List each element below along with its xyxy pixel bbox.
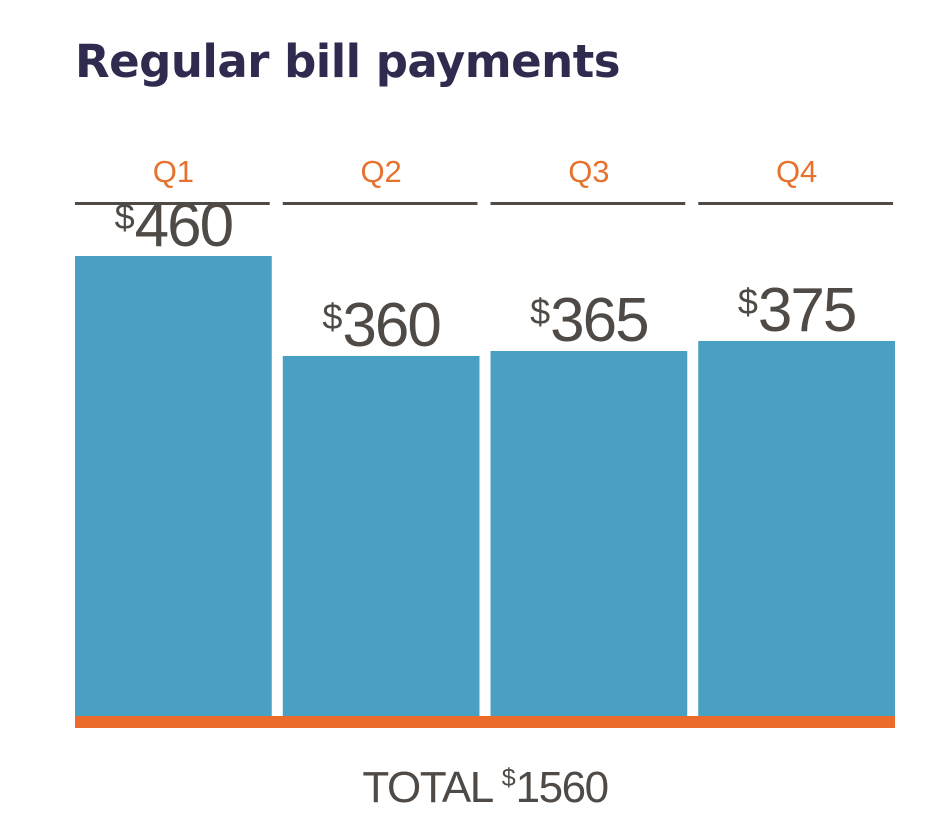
value-number-q2: 360	[342, 291, 440, 360]
value-label-q4: $375	[738, 276, 855, 345]
total-summary: TOTAL $1560	[75, 748, 895, 818]
value-number-q1: 460	[135, 191, 233, 260]
baseline-axis	[75, 716, 895, 728]
separator-q3	[490, 202, 686, 205]
quarter-label-q4: Q4	[776, 154, 817, 189]
bar-q4	[698, 341, 895, 716]
value-currency-q4: $	[738, 281, 758, 322]
total-value: 1560	[515, 763, 609, 812]
total-currency: $	[501, 764, 516, 792]
chart-title: Regular bill payments	[75, 35, 621, 88]
value-currency-q2: $	[322, 296, 342, 337]
quarter-label-q2: Q2	[360, 154, 401, 189]
bar-q2	[282, 356, 480, 716]
separator-q4	[698, 202, 893, 205]
value-label-q3: $365	[530, 286, 647, 355]
value-labels: $460$360 $365 $375	[115, 191, 858, 360]
value-currency-q3: $	[530, 291, 550, 332]
total-label: TOTAL	[362, 763, 492, 812]
value-number-q4: 375	[758, 276, 855, 345]
bar-q3	[490, 351, 688, 716]
value-label-q2: $360	[322, 291, 440, 360]
quarter-label-q1: Q1	[153, 154, 194, 189]
quarter-labels: Q1 Q2 Q3 Q4	[153, 154, 818, 189]
bars	[75, 256, 895, 716]
bar-q1	[75, 256, 272, 716]
value-number-q3: 365	[550, 286, 647, 355]
separator-q1	[75, 202, 270, 205]
separator-q2	[282, 202, 478, 205]
value-currency-q1: $	[115, 196, 135, 237]
quarter-label-q3: Q3	[568, 154, 609, 189]
value-label-q1: $460	[115, 191, 233, 260]
header-separators	[75, 202, 893, 205]
